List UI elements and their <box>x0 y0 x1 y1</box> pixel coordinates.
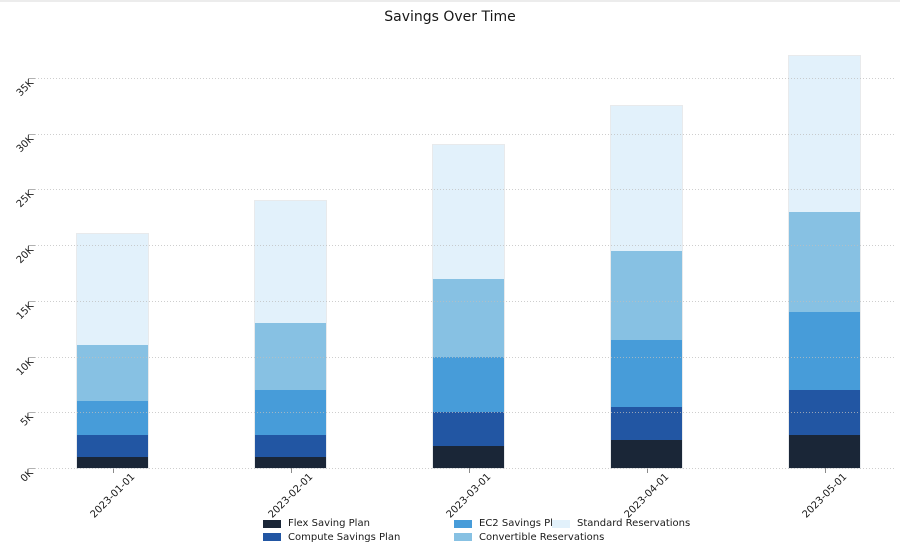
y-tick-label: 15K <box>14 300 36 322</box>
bar-segment <box>77 345 148 402</box>
bar-group <box>77 234 148 468</box>
legend-item: Flex Saving Plan <box>263 517 400 531</box>
bar-segment <box>789 55 860 212</box>
bar-segment <box>255 434 326 457</box>
legend-item: Compute Savings Plan <box>263 531 400 545</box>
legend-swatch <box>263 533 281 542</box>
y-tick-mark <box>29 468 35 469</box>
bar-group <box>611 105 682 468</box>
y-tick-mark <box>29 356 35 358</box>
legend-swatch <box>552 519 570 528</box>
bar-segment <box>433 356 504 413</box>
legend-swatch <box>454 519 472 528</box>
gridline <box>35 78 896 80</box>
bar-segment <box>611 440 682 468</box>
bar-segment <box>611 250 682 340</box>
bar-segment <box>789 434 860 468</box>
y-tick-label: 25K <box>14 189 36 211</box>
y-tick-mark <box>29 245 35 247</box>
window-top-edge <box>0 0 900 2</box>
y-tick-label: 5K <box>18 411 36 429</box>
bar-segment <box>433 412 504 446</box>
x-tick-label: 2023-03-01 <box>444 471 493 521</box>
x-tick-mark <box>112 468 114 473</box>
gridline <box>35 468 896 469</box>
legend-label: Standard Reservations <box>577 518 691 530</box>
gridline <box>35 189 896 191</box>
x-tick-mark <box>824 468 826 473</box>
x-tick-label: 2023-01-01 <box>88 471 137 521</box>
bar-segment <box>611 339 682 407</box>
legend-item: Standard Reservations <box>552 517 690 531</box>
y-tick-mark <box>29 133 35 135</box>
bar-segment <box>433 144 504 279</box>
bar-segment <box>611 406 682 441</box>
bar-segment <box>433 278 504 357</box>
x-tick-mark <box>468 468 470 473</box>
gridline <box>35 133 896 135</box>
y-tick-label: 35K <box>14 77 36 100</box>
legend-swatch <box>263 519 281 528</box>
legend-column: EC2 Savings Plan Convertible Reservations <box>454 517 604 544</box>
legend-item: Convertible Reservations <box>454 531 604 545</box>
legend-label: Convertible Reservations <box>479 531 605 543</box>
legend-column: Standard Reservations <box>552 517 690 531</box>
x-tick-label: 2023-04-01 <box>622 471 671 521</box>
bar-segment <box>255 389 326 435</box>
bar-segment <box>77 234 148 346</box>
bar-group <box>789 55 860 468</box>
chart-title: Savings Over Time <box>384 9 516 25</box>
legend-label: Compute Savings Plan <box>288 531 401 543</box>
y-tick-mark <box>29 300 35 302</box>
legend-label: Flex Saving Plan <box>288 518 370 530</box>
y-tick-label: 10K <box>14 356 36 378</box>
bar-segment <box>789 389 860 435</box>
gridline <box>35 245 896 247</box>
bar-segment <box>77 401 148 435</box>
bar-segment <box>255 200 326 324</box>
bar-segment <box>255 456 326 468</box>
bar-group <box>433 144 504 468</box>
y-tick-mark <box>29 412 35 414</box>
bar-group <box>255 200 326 468</box>
gridline <box>35 300 896 302</box>
x-tick-label: 2023-02-01 <box>266 471 315 521</box>
bar-segment <box>789 211 860 312</box>
bar-segment <box>789 312 860 390</box>
x-tick-mark <box>646 468 648 473</box>
bar-segment <box>433 445 504 468</box>
bar-segment <box>77 456 148 468</box>
bar-segment <box>77 434 148 457</box>
gridline <box>35 356 896 358</box>
gridline <box>35 412 896 414</box>
legend-column: Flex Saving Plan Compute Savings Plan <box>263 517 400 544</box>
bar-segment <box>255 323 326 390</box>
legend-swatch <box>454 533 472 542</box>
y-tick-label: 0K <box>18 467 36 485</box>
x-tick-mark <box>290 468 292 473</box>
y-tick-mark <box>29 78 35 80</box>
bar-segment <box>611 105 682 251</box>
x-tick-label: 2023-05-01 <box>800 471 849 521</box>
y-tick-mark <box>29 189 35 191</box>
y-tick-label: 20K <box>14 244 36 267</box>
legend-item: EC2 Savings Plan <box>454 517 604 531</box>
y-tick-label: 30K <box>14 133 36 155</box>
legend-label: EC2 Savings Plan <box>479 518 566 530</box>
